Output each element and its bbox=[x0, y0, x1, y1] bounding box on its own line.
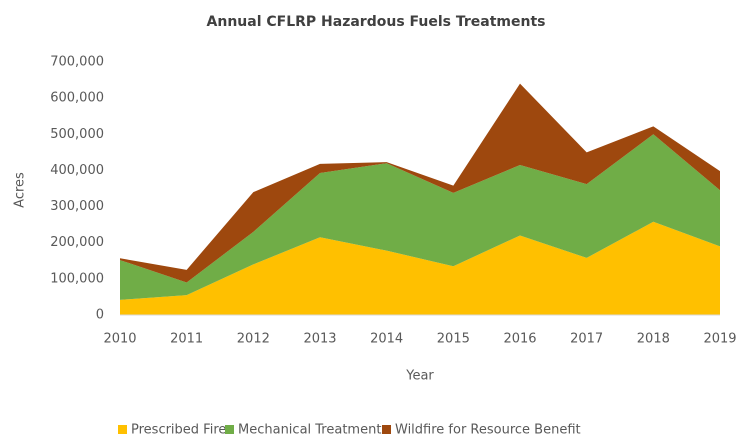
legend-swatch bbox=[225, 425, 234, 434]
x-tick-label: 2019 bbox=[703, 332, 736, 347]
x-axis-label: Year bbox=[405, 369, 434, 384]
x-tick-label: 2011 bbox=[170, 332, 203, 347]
y-tick-label: 100,000 bbox=[50, 271, 104, 286]
area bbox=[120, 221, 720, 315]
y-tick-label: 700,000 bbox=[50, 55, 104, 70]
y-tick-label: 0 bbox=[96, 308, 104, 323]
y-tick-label: 500,000 bbox=[50, 127, 104, 142]
x-tick-label: 2014 bbox=[370, 332, 403, 347]
y-tick-label: 400,000 bbox=[50, 163, 104, 178]
legend-swatch bbox=[118, 425, 127, 434]
y-tick-label: 200,000 bbox=[50, 235, 104, 250]
legend-swatch bbox=[382, 425, 391, 434]
chart-title: Annual CFLRP Hazardous Fuels Treatments bbox=[207, 14, 546, 30]
legend-label: Wildfire for Resource Benefit bbox=[395, 423, 581, 438]
x-tick-label: 2017 bbox=[570, 332, 603, 347]
y-axis-label: Acres bbox=[13, 172, 28, 208]
x-tick-label: 2010 bbox=[103, 332, 136, 347]
legend-label: Mechanical Treatments bbox=[238, 423, 388, 438]
x-tick-label: 2016 bbox=[503, 332, 536, 347]
x-tick-label: 2012 bbox=[237, 332, 270, 347]
area bbox=[120, 134, 720, 300]
y-tick-label: 600,000 bbox=[50, 91, 104, 106]
x-tick-label: 2015 bbox=[437, 332, 470, 347]
y-tick-label: 300,000 bbox=[50, 199, 104, 214]
x-tick-label: 2018 bbox=[637, 332, 670, 347]
legend-label: Prescribed Fire bbox=[131, 423, 226, 438]
x-tick-label: 2013 bbox=[303, 332, 336, 347]
